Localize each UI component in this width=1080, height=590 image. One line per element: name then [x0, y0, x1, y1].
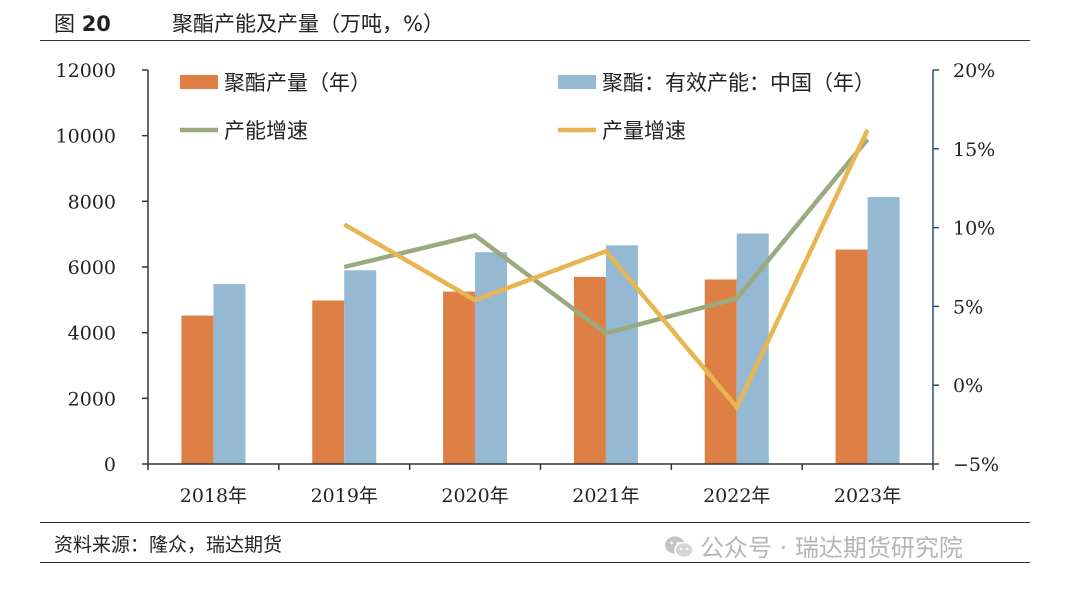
legend-production-swatch	[180, 75, 218, 89]
y-right-tick-label: −5%	[953, 454, 999, 476]
y-left-tick-label: 4000	[68, 323, 116, 345]
y-right-tick-label: 5%	[953, 296, 983, 318]
x-tick-label: 2019年	[311, 485, 378, 507]
line-production-growth	[343, 128, 870, 412]
y-left-tick-label: 2000	[68, 388, 116, 410]
bar-production-4	[704, 279, 737, 464]
bar-production-1	[312, 300, 345, 464]
bar-production-0	[181, 315, 214, 464]
figure-number-value: 20	[81, 12, 111, 36]
x-tick-label: 2023年	[834, 485, 901, 507]
legend-capacity-swatch	[558, 75, 596, 89]
x-tick-label: 2022年	[703, 485, 770, 507]
y-right-tick-label: 20%	[953, 60, 995, 82]
y-right-tick-label: 10%	[953, 218, 995, 240]
y-left-tick-label: 8000	[68, 191, 116, 213]
bar-capacity-3	[605, 245, 638, 464]
bar-production-3	[573, 276, 606, 464]
bar-production-2	[443, 291, 476, 464]
bar-production-5	[835, 249, 868, 464]
y-right-tick-label: 0%	[953, 375, 983, 397]
figure-label: 图	[54, 12, 75, 36]
wechat-icon	[665, 536, 694, 559]
watermark: 公众号 · 瑞达期货研究院	[664, 528, 963, 563]
y-left-tick-label: 0	[104, 454, 116, 476]
bar-capacity-0	[213, 284, 246, 464]
x-tick-label: 2021年	[572, 485, 639, 507]
y-left-tick-label: 10000	[56, 126, 116, 148]
legend-production-growth-label: 产量增速	[602, 119, 686, 143]
figure-title: 聚酯产能及产量（万吨，%）	[172, 12, 444, 36]
bar-capacity-2	[475, 252, 508, 464]
y-left-tick-label: 6000	[68, 257, 116, 279]
legend-capacity-label: 聚酯：有效产能：中国（年）	[602, 71, 875, 95]
legend-production-label: 聚酯产量（年）	[224, 71, 371, 95]
top-rule	[40, 40, 1030, 41]
bar-capacity-1	[344, 270, 377, 464]
y-left-tick-label: 12000	[56, 60, 116, 82]
watermark-text: 公众号 · 瑞达期货研究院	[700, 534, 963, 562]
source-rule	[40, 522, 1030, 523]
line-capacity-growth	[343, 137, 870, 336]
y-right-tick-label: 15%	[953, 139, 995, 161]
bottom-rule	[40, 562, 1030, 563]
x-tick-label: 2020年	[441, 485, 508, 507]
figure-number: 图 20	[54, 8, 111, 38]
legend-capacity-growth-label: 产能增速	[224, 119, 308, 143]
x-tick-label: 2018年	[180, 485, 247, 507]
bar-capacity-5	[867, 197, 900, 464]
figure-header: 图 20 聚酯产能及产量（万吨，%）	[40, 0, 1030, 40]
source-note: 资料来源：隆众，瑞达期货	[54, 534, 283, 556]
